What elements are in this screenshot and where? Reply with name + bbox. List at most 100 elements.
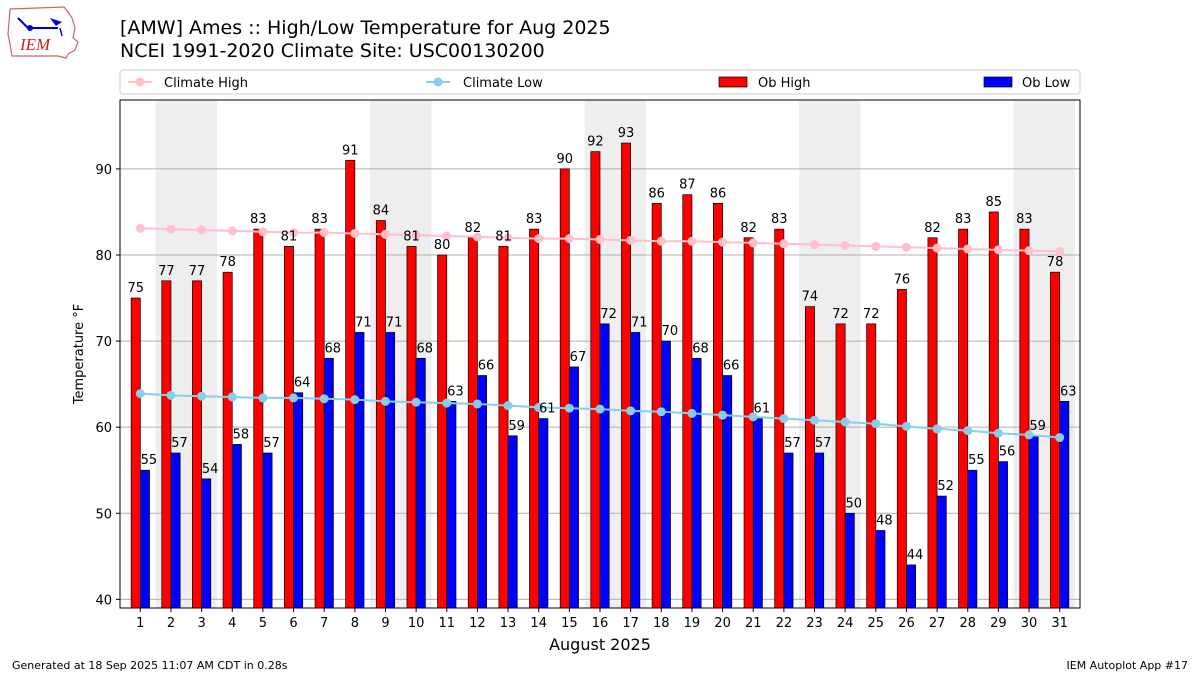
climate-low-point bbox=[472, 399, 482, 409]
climate-low-point bbox=[411, 397, 421, 407]
x-tick-label: 22 bbox=[776, 616, 793, 631]
x-tick-label: 13 bbox=[500, 616, 517, 631]
ob-low-label: 55 bbox=[141, 453, 158, 468]
climate-high-point bbox=[503, 233, 513, 243]
ob-high-label: 72 bbox=[832, 307, 849, 322]
climate-high-point bbox=[871, 241, 881, 251]
ob-high-label: 76 bbox=[894, 272, 911, 287]
y-axis-label: Temperature °F bbox=[72, 304, 87, 405]
legend-ob-high-swatch bbox=[718, 76, 748, 88]
ob-low-bar bbox=[569, 366, 579, 609]
ob-low-bar bbox=[691, 357, 702, 609]
climate-low-point bbox=[135, 389, 145, 399]
ob-high-label: 86 bbox=[710, 186, 727, 201]
ob-low-bar bbox=[844, 512, 855, 609]
x-tick-label: 11 bbox=[439, 616, 456, 631]
ob-low-label: 55 bbox=[968, 453, 985, 468]
ob-high-label: 83 bbox=[250, 212, 267, 227]
x-tick-label: 16 bbox=[592, 616, 609, 631]
climate-high-point bbox=[656, 236, 666, 246]
climate-low-point bbox=[963, 426, 973, 436]
ob-low-bar bbox=[415, 357, 426, 609]
ob-high-bar bbox=[621, 142, 631, 609]
ob-low-bar bbox=[1059, 401, 1070, 609]
climate-high-point bbox=[595, 234, 605, 244]
ob-low-bar bbox=[170, 452, 181, 609]
ob-low-label: 59 bbox=[508, 419, 525, 434]
ob-high-bar bbox=[651, 202, 662, 609]
climate-high-point bbox=[718, 237, 728, 247]
climate-low-point bbox=[656, 407, 666, 417]
x-tick-label: 6 bbox=[289, 616, 297, 631]
ob-high-bar bbox=[375, 220, 386, 609]
ob-high-bar bbox=[743, 237, 754, 609]
ob-high-label: 80 bbox=[434, 238, 451, 253]
x-tick-label: 5 bbox=[259, 616, 267, 631]
ob-high-bar bbox=[682, 194, 693, 609]
climate-low-point bbox=[626, 406, 636, 416]
ob-low-bar bbox=[783, 452, 794, 609]
y-tick-label: 80 bbox=[95, 249, 112, 264]
climate-low-point bbox=[718, 410, 728, 420]
ob-low-bar bbox=[538, 418, 549, 609]
legend-ob-low-swatch bbox=[983, 76, 1013, 88]
ob-high-label: 91 bbox=[342, 143, 359, 158]
ob-high-bar bbox=[988, 211, 999, 609]
ob-high-bar bbox=[498, 246, 509, 609]
y-tick-label: 60 bbox=[95, 421, 112, 436]
climate-high-point bbox=[932, 243, 942, 253]
legend-ob-high-label: Ob High bbox=[758, 76, 811, 91]
ob-low-label: 71 bbox=[355, 315, 372, 330]
climate-low-point bbox=[993, 428, 1003, 438]
climate-low-point bbox=[840, 417, 850, 427]
climate-low-point bbox=[1024, 430, 1034, 440]
ob-high-bar bbox=[130, 297, 141, 609]
ob-high-label: 81 bbox=[495, 229, 512, 244]
ob-low-label: 57 bbox=[815, 436, 832, 451]
x-axis-label: August 2025 bbox=[549, 635, 651, 654]
climate-high-point bbox=[810, 240, 820, 250]
ob-low-bar bbox=[354, 332, 365, 609]
ob-high-label: 84 bbox=[373, 204, 390, 219]
ob-high-label: 78 bbox=[1047, 255, 1064, 270]
ob-low-bar bbox=[201, 478, 212, 609]
ob-low-label: 61 bbox=[539, 402, 556, 417]
ob-high-bar bbox=[590, 151, 601, 609]
x-tick-label: 31 bbox=[1051, 616, 1068, 631]
ob-low-bar bbox=[293, 392, 304, 609]
climate-low-point bbox=[319, 394, 329, 404]
ob-low-label: 48 bbox=[876, 514, 893, 529]
climate-low-point bbox=[932, 424, 942, 434]
ob-high-label: 85 bbox=[986, 195, 1003, 210]
ob-low-label: 66 bbox=[478, 359, 495, 374]
logo-text: IEM bbox=[19, 35, 51, 54]
ob-high-bar bbox=[284, 246, 294, 609]
climate-low-point bbox=[350, 395, 360, 405]
ob-high-label: 93 bbox=[618, 126, 635, 141]
y-tick-label: 50 bbox=[95, 507, 112, 522]
climate-high-point bbox=[963, 244, 973, 254]
x-tick-label: 29 bbox=[990, 616, 1007, 631]
app-label: IEM Autoplot App #17 bbox=[1066, 659, 1189, 672]
ob-high-label: 83 bbox=[311, 212, 328, 227]
ob-high-bar bbox=[437, 254, 448, 609]
climate-high-point bbox=[564, 234, 574, 244]
ob-high-label: 82 bbox=[924, 221, 941, 236]
ob-high-label: 83 bbox=[771, 212, 788, 227]
ob-high-label: 77 bbox=[189, 264, 206, 279]
ob-low-bar bbox=[814, 452, 825, 609]
ob-high-label: 86 bbox=[648, 186, 665, 201]
climate-high-point bbox=[472, 232, 482, 242]
ob-low-label: 54 bbox=[202, 462, 219, 477]
x-tick-label: 2 bbox=[167, 616, 175, 631]
chart-subtitle: NCEI 1991-2020 Climate Site: USC00130200 bbox=[120, 40, 545, 62]
ob-high-label: 75 bbox=[127, 281, 144, 296]
climate-high-point bbox=[626, 235, 636, 245]
ob-low-bar bbox=[446, 401, 457, 609]
ob-high-bar bbox=[314, 228, 325, 609]
ob-high-bar bbox=[927, 237, 938, 609]
ob-low-bar bbox=[967, 469, 978, 609]
y-tick-label: 40 bbox=[95, 593, 112, 608]
ob-low-bar bbox=[477, 375, 487, 609]
legend-climate-high-label: Climate High bbox=[164, 76, 248, 91]
